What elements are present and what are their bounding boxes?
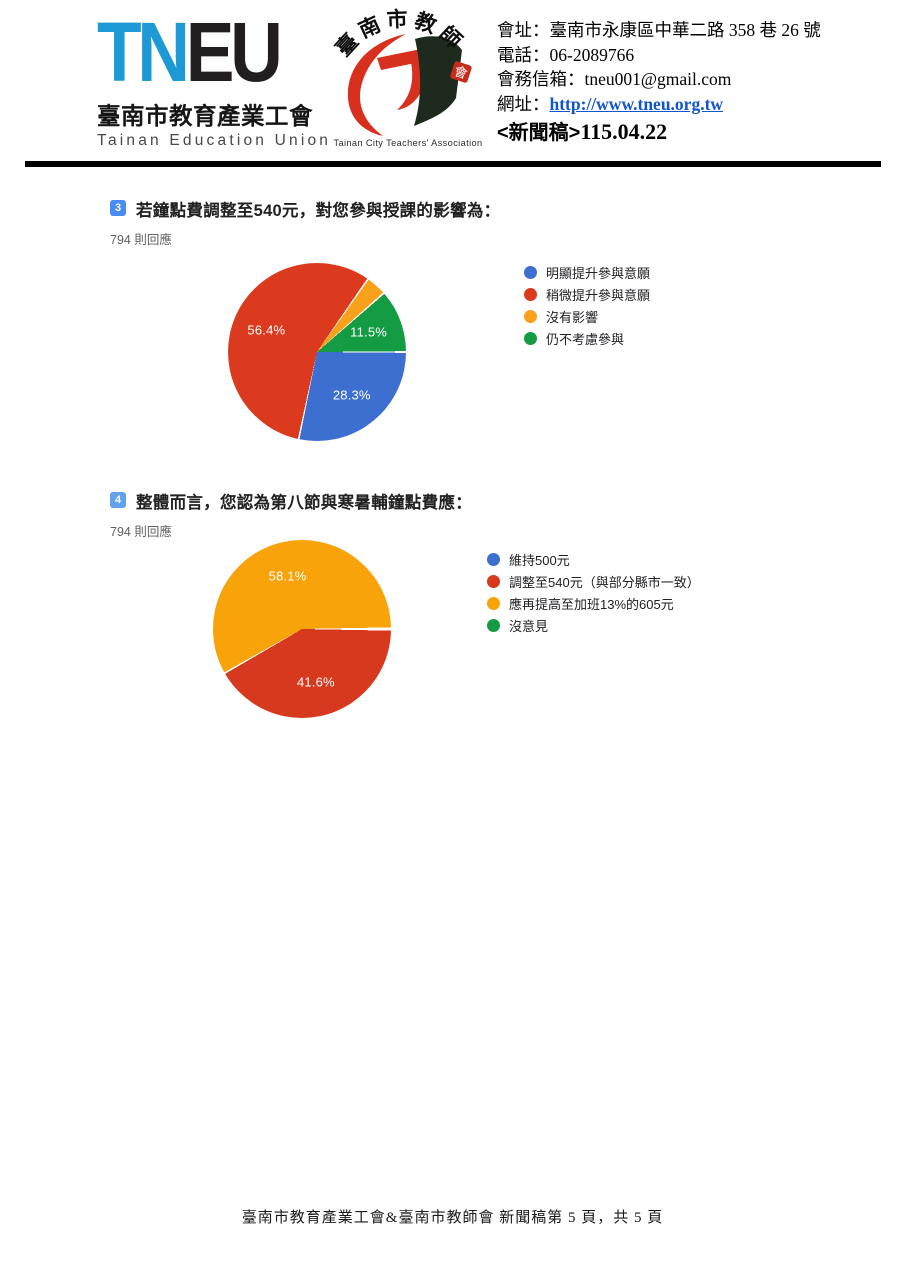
legend-item: 調整至540元（與部分縣市一致） (487, 570, 700, 592)
union-name-en: Tainan Education Union (97, 132, 332, 149)
contact-website-label: 網址： (497, 93, 550, 114)
press-release-date: 115.04.22 (580, 119, 668, 144)
legend-item: 沒有影響 (524, 305, 650, 327)
legend-label: 調整至540元（與部分縣市一致） (509, 574, 700, 590)
legend-item: 維持500元 (487, 548, 700, 570)
chart-legend: 明顯提升參與意願 稍微提升參與意願 沒有影響仍不考慮參與 (524, 261, 650, 349)
pie-slice-label: 56.4% (247, 322, 286, 338)
legend-label: 沒有影響 (546, 309, 599, 325)
chart-legend: 維持500元調整至540元（與部分縣市一致） 應再提高至加班13%的605元 沒意見 (487, 548, 700, 636)
legend-dot-icon (487, 574, 500, 588)
contact-email: 會務信箱：tneu001@gmail.com (497, 69, 732, 89)
legend-dot-icon (524, 265, 537, 279)
legend-label: 明顯提升參與意願 (546, 265, 651, 281)
legend-dot-icon (524, 309, 537, 323)
union-name-zh: 臺南市教育產業工會 (97, 103, 313, 129)
legend-dot-icon (487, 618, 500, 632)
responses-count: 794 則回應 (110, 525, 172, 539)
tneu-wordmark: TNEU (97, 10, 301, 94)
pie-chart: 28.3% 56.4% 11.5% (228, 263, 406, 441)
legend-label: 維持500元 (509, 552, 570, 568)
seal-caption: Tainan City Teachers' Association (333, 138, 482, 148)
press-release-tag: <新聞稿> (497, 122, 581, 144)
pie-slice-label: 58.1% (268, 568, 307, 584)
question-number-badge: 3 (110, 200, 126, 216)
contact-phone: 電話：06-2089766 (497, 44, 635, 65)
contact-block: 會址：臺南市永康區中華二路 358 巷 26 號 電話：06-2089766 會… (497, 18, 821, 146)
contact-address: 會址：臺南市永康區中華二路 358 巷 26 號 (497, 20, 821, 40)
page-footer: 臺南市教育產業工會&臺南市教師會 新聞稿第 5 頁，共 5 頁 (241, 1210, 664, 1226)
question-title: 若鐘點費調整至540元，對您參與授課的影響為： (136, 202, 501, 220)
pie-chart: 41.6% 58.1% (213, 540, 391, 718)
pie-slice-label: 41.6% (296, 674, 335, 690)
legend-dot-icon (487, 552, 500, 566)
seal-stamp-icon: 會 (450, 61, 472, 83)
legend-item: 應再提高至加班13%的605元 (487, 592, 700, 614)
legend-label: 仍不考慮參與 (546, 331, 625, 347)
seal-flag-shape (414, 36, 462, 126)
question-title: 整體而言，您認為第八節與寒暑輔鐘點費應： (136, 494, 472, 512)
legend-item: 明顯提升參與意願 (524, 261, 650, 283)
legend-dot-icon (524, 287, 537, 301)
tneu-wordmark-eu: EU (185, 5, 283, 99)
legend-dot-icon (487, 596, 500, 610)
legend-dot-icon (524, 331, 537, 345)
legend-label: 沒意見 (509, 618, 549, 634)
legend-item: 稍微提升參與意願 (524, 283, 650, 305)
seal-stamp-char: 會 (452, 63, 469, 81)
legend-item: 沒意見 (487, 614, 700, 636)
teachers-association-seal-icon: 臺南市教師 會 Tainan City Teachers' Associatio… (331, 7, 482, 148)
question-3-section: 3 若鐘點費調整至540元，對您參與授課的影響為： 794 則回應 28.3% 5… (110, 197, 830, 482)
tneu-logo: TNEU 臺南市教育產業工會 Tainan Education Union (97, 10, 332, 150)
legend-item: 仍不考慮參與 (524, 327, 650, 349)
seal-j-stem-shape (397, 56, 425, 110)
press-release-line: <新聞稿>115.04.22 (497, 119, 821, 146)
website-link[interactable]: http://www.tneu.org.tw (549, 93, 724, 114)
header-divider (25, 161, 881, 167)
contact-website-line: 網址：http://www.tneu.org.tw (497, 92, 821, 117)
responses-count: 794 則回應 (110, 233, 172, 247)
tneu-wordmark-tn: TN (97, 5, 190, 99)
pie-slice-label: 28.3% (332, 387, 371, 403)
legend-label: 應再提高至加班13%的605元 (509, 596, 674, 612)
legend-label: 稍微提升參與意願 (546, 287, 651, 303)
question-4-section: 4 整體而言，您認為第八節與寒暑輔鐘點費應： 794 則回應 41.6% 58.1… (110, 489, 830, 774)
seal-crescent-shape (347, 34, 406, 136)
pie-slice-label: 11.5% (350, 324, 388, 340)
question-number-badge: 4 (110, 492, 126, 508)
